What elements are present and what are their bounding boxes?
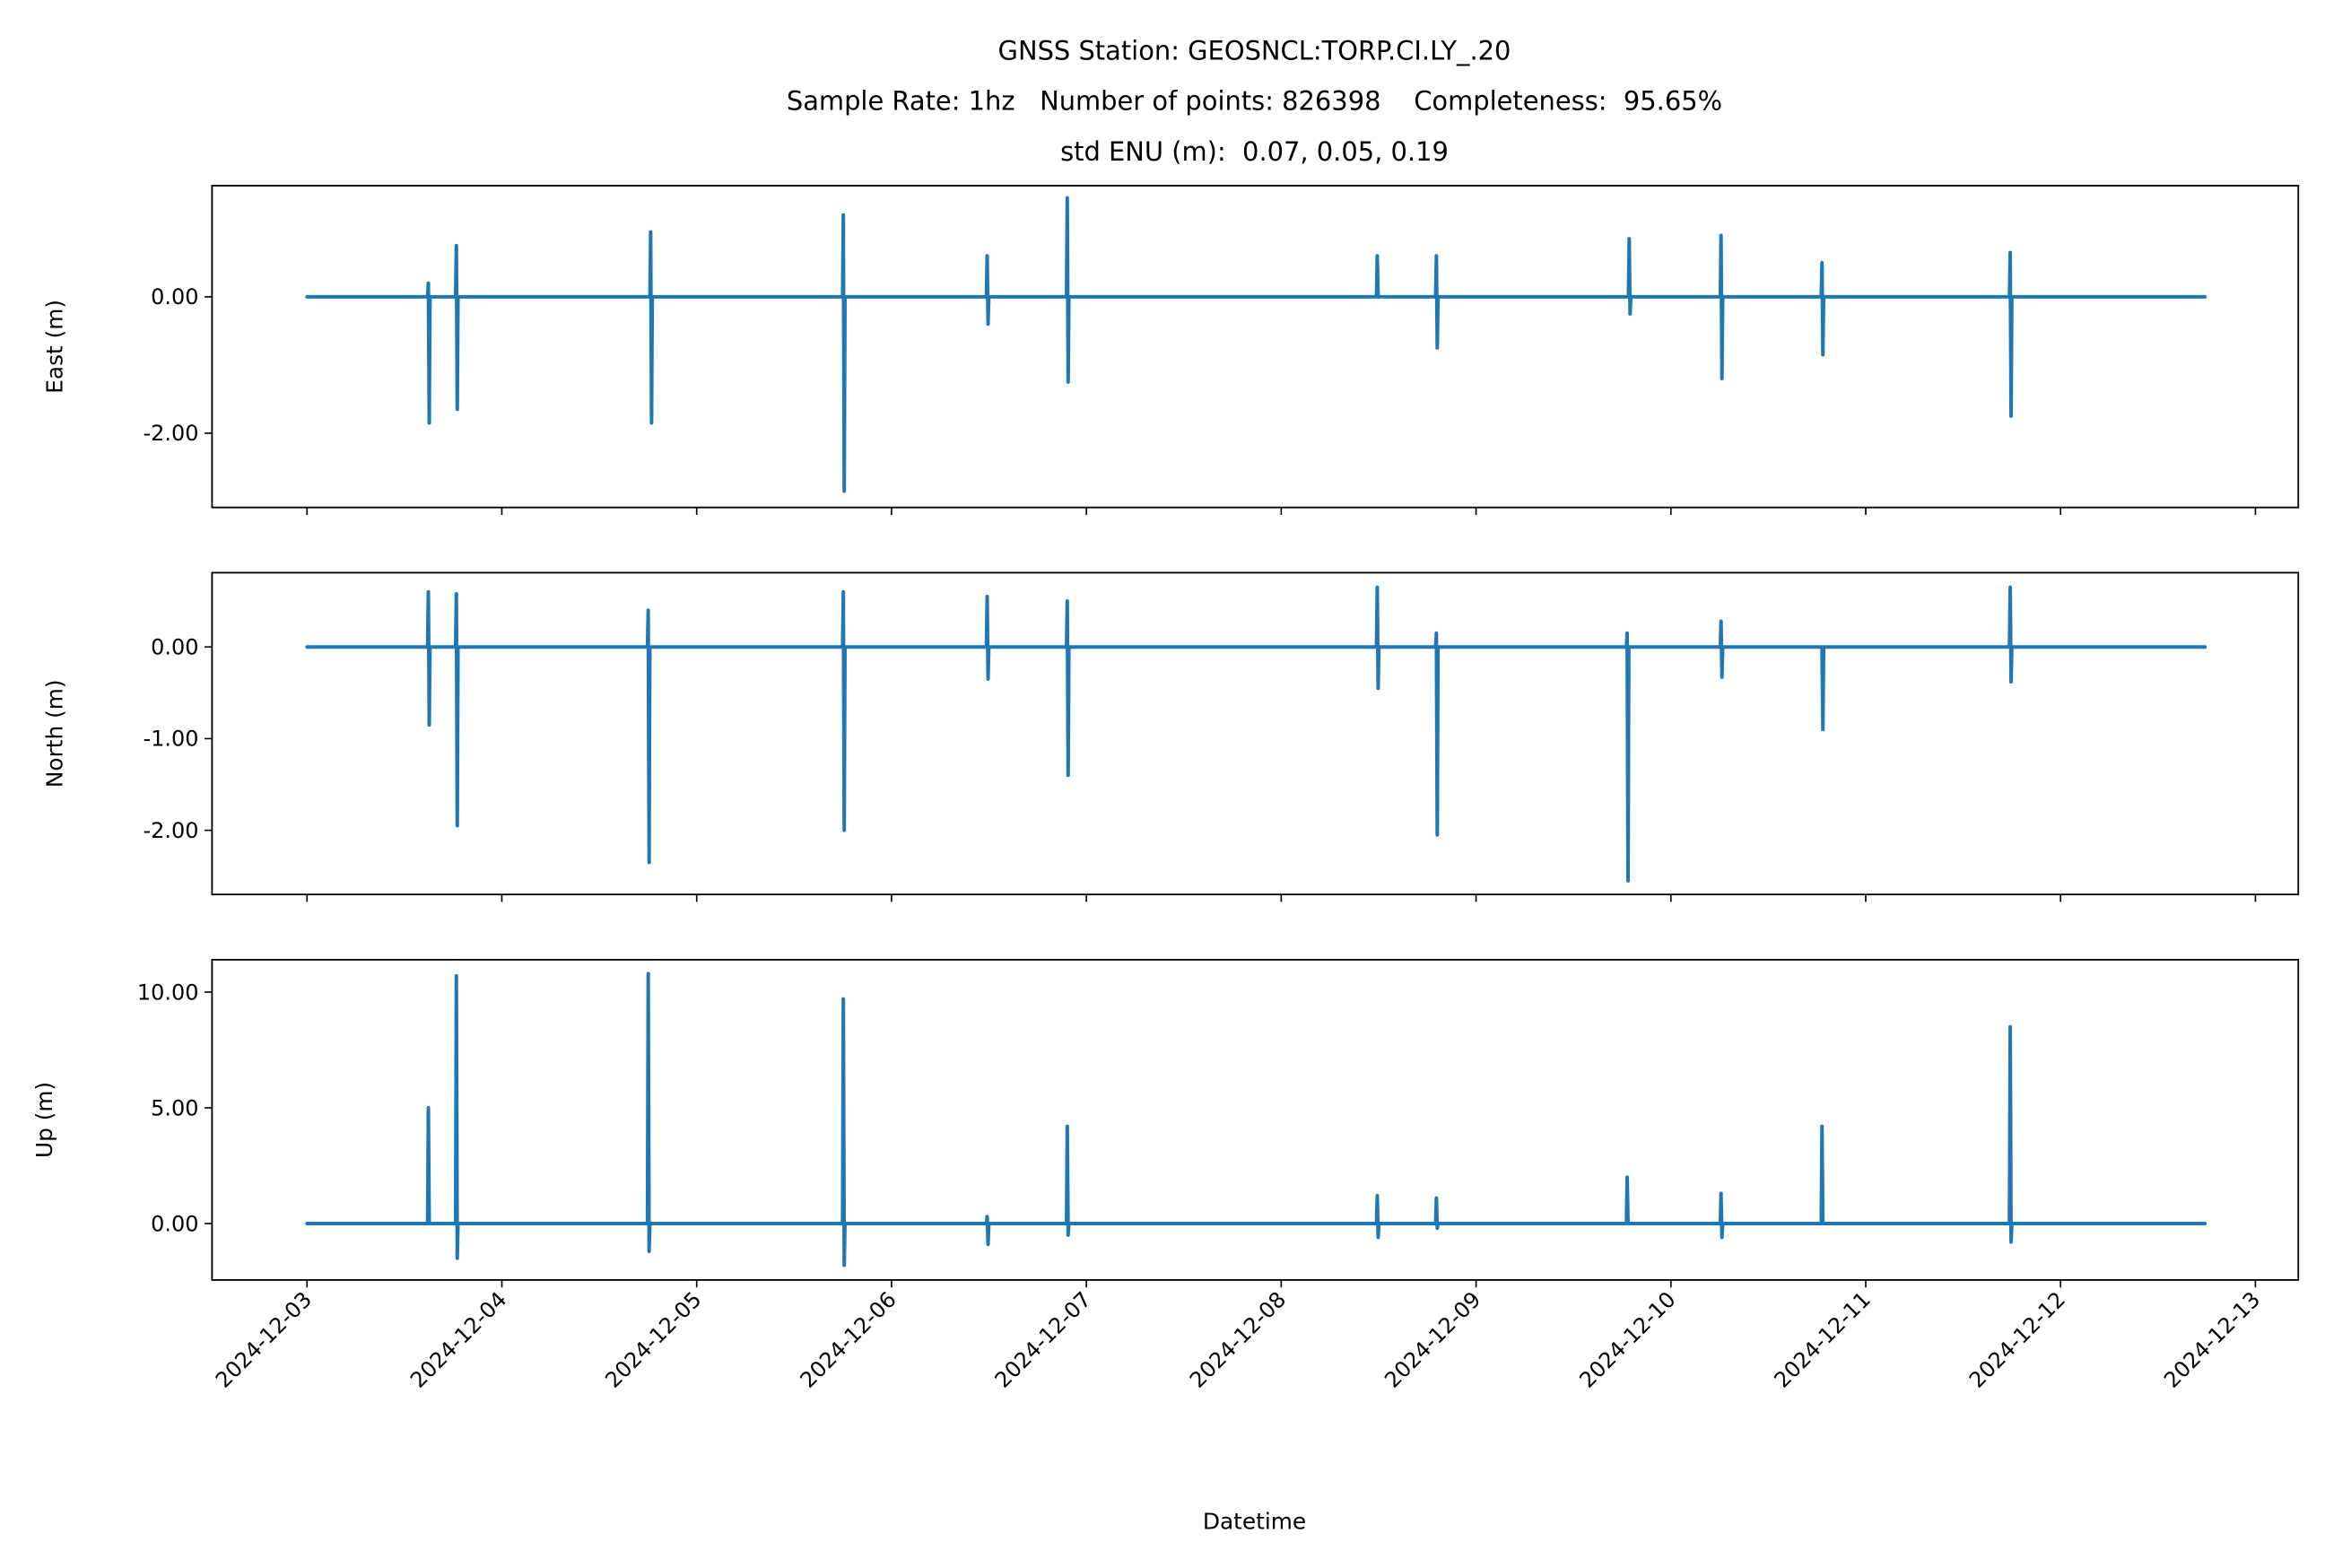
x-tick-label: 2024-12-05 bbox=[600, 1287, 706, 1393]
x-tick-label: 2024-12-12 bbox=[1964, 1287, 2070, 1393]
y-tick-label: 10.00 bbox=[137, 980, 199, 1005]
axes-frame bbox=[211, 958, 2300, 1281]
x-tick-label: 2024-12-08 bbox=[1185, 1287, 1291, 1393]
x-tick-label: 2024-12-11 bbox=[1770, 1287, 1876, 1393]
panel-up: 10.00 5.00 0.00 Up (m) 2024-12-03 2024-12-04 2… bbox=[31, 958, 2300, 1393]
panel-north: 0.00 -1.00 -2.00 North (m) bbox=[41, 571, 2300, 902]
y-tick-label: 0.00 bbox=[151, 634, 198, 659]
x-tick-label: 2024-12-13 bbox=[2159, 1287, 2265, 1393]
y-tick-label: 0.00 bbox=[151, 284, 198, 309]
y-axis-label: East (m) bbox=[41, 300, 67, 394]
x-axis-label: Datetime bbox=[1203, 1509, 1306, 1535]
title-line-1: GNSS Station: GEOSNCL:TORP.CI.LY_.20 bbox=[998, 35, 1511, 65]
panel-east: 0.00 -2.00 East (m) bbox=[41, 185, 2300, 515]
y-axis-label: North (m) bbox=[41, 679, 67, 788]
title-line-2: Sample Rate: 1hz Number of points: 82639… bbox=[787, 86, 1722, 117]
title-line-3: std ENU (m): 0.07, 0.05, 0.19 bbox=[1060, 136, 1449, 167]
series-line bbox=[305, 196, 2207, 493]
x-tick-label: 2024-12-09 bbox=[1380, 1287, 1485, 1393]
series-line bbox=[305, 971, 2207, 1267]
y-tick-label: -2.00 bbox=[144, 818, 199, 843]
series-line bbox=[305, 585, 2207, 883]
y-tick-label: -1.00 bbox=[144, 727, 199, 752]
x-tick-label: 2024-12-10 bbox=[1574, 1287, 1680, 1393]
y-tick-label: 0.00 bbox=[151, 1211, 198, 1236]
axes-frame bbox=[211, 185, 2300, 509]
x-tick-label: 2024-12-07 bbox=[990, 1287, 1096, 1393]
x-tick-label: 2024-12-04 bbox=[405, 1287, 511, 1393]
y-axis-label: Up (m) bbox=[31, 1082, 57, 1158]
x-tick-label: 2024-12-03 bbox=[211, 1287, 317, 1393]
axes-frame bbox=[211, 571, 2300, 896]
x-tick-label: 2024-12-06 bbox=[796, 1287, 901, 1393]
y-tick-label: 5.00 bbox=[151, 1095, 198, 1120]
y-tick-label: -2.00 bbox=[144, 421, 199, 446]
